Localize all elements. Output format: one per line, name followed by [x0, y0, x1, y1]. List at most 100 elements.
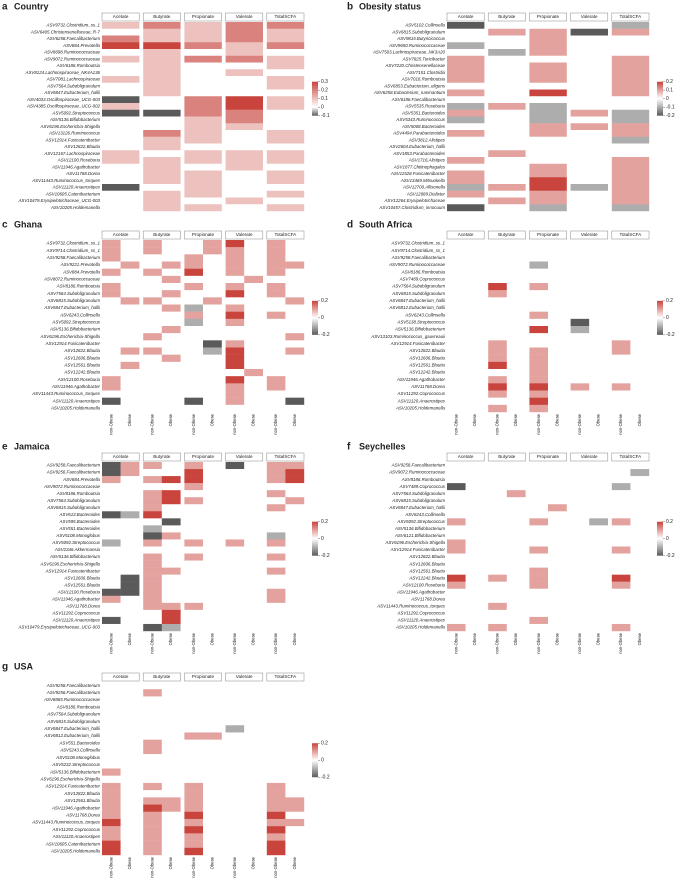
- heatmap-cell: [447, 136, 485, 144]
- heatmap-cell: [529, 311, 549, 320]
- row-label: ASV6815.Subdoligranulum: [391, 498, 445, 503]
- heatmap-cell: [611, 469, 631, 477]
- heatmap-cell: [102, 847, 121, 856]
- heatmap-cell: [488, 204, 526, 212]
- row-label: ASV11292.Coprococcus: [51, 827, 100, 832]
- heatmap-cell: [285, 254, 305, 262]
- heatmap-cell: [244, 768, 263, 776]
- heatmap-cell: [285, 782, 305, 791]
- heatmap-cell: [102, 297, 121, 305]
- row-label: ASV9072.Ruminococcaceae: [43, 484, 100, 489]
- heatmap-cell: [529, 560, 549, 568]
- heatmap-cell: [102, 177, 140, 185]
- column-header-box: [184, 12, 222, 22]
- heatmap-cell: [120, 616, 140, 625]
- heatmap-cell: [161, 818, 181, 827]
- heatmap-cell: [244, 318, 263, 327]
- heatmap-cell: [611, 595, 631, 604]
- heatmap-cell: [447, 567, 466, 575]
- row-label: ASV5008.Bacteroides: [401, 124, 446, 129]
- heatmap-cell: [102, 553, 121, 561]
- heatmap-cell: [184, 390, 204, 398]
- heatmap-cell: [143, 283, 162, 291]
- heatmap-cell: [102, 811, 121, 820]
- heatmap-cell: [488, 184, 526, 191]
- heatmap-cell: [225, 539, 245, 547]
- heatmap-cell: [161, 754, 181, 762]
- heatmap-cell: [548, 581, 567, 589]
- heatmap-cell: [589, 340, 608, 348]
- heatmap-cell: [447, 275, 466, 284]
- row-label: ASV12689.Dialister: [406, 191, 446, 196]
- row-label: ASV9650.Ruminococcaceae: [388, 43, 445, 48]
- subcolumn-label: Obese: [637, 632, 642, 645]
- column-header-box: [101, 672, 140, 682]
- heatmap-cell: [244, 532, 263, 540]
- heatmap-cell: [244, 560, 263, 568]
- heatmap-cell: [143, 504, 162, 512]
- heatmap-cell: [203, 347, 222, 355]
- heatmap-cell: [589, 560, 608, 568]
- heatmap-cell: [447, 197, 485, 205]
- heatmap-cell: [506, 376, 526, 384]
- heatmap-cell: [447, 177, 485, 185]
- heatmap-cell: [488, 602, 507, 611]
- heatmap-cell: [589, 404, 608, 413]
- heatmap-cell: [548, 390, 567, 398]
- heatmap-cell: [184, 347, 204, 355]
- heatmap-cell: [611, 333, 631, 341]
- heatmap-cell: [203, 369, 222, 377]
- heatmap-cell: [570, 404, 590, 413]
- heatmap-cell: [102, 184, 140, 191]
- heatmap-cell: [266, 696, 286, 704]
- row-label: ASV11120.Anaerostipes: [52, 834, 101, 839]
- heatmap-cell: [447, 518, 466, 526]
- heatmap-cell: [120, 840, 140, 848]
- column-header-box: [101, 452, 140, 462]
- heatmap-cell: [184, 462, 204, 470]
- heatmap-cell: [184, 710, 204, 719]
- heatmap-cell: [529, 497, 549, 505]
- heatmap-cell: [143, 261, 162, 269]
- heatmap-cell: [102, 109, 140, 117]
- heatmap-cell: [161, 761, 181, 769]
- heatmap-cell: [203, 574, 222, 582]
- heatmap-cell: [184, 28, 222, 36]
- heatmap-cell: [120, 254, 140, 262]
- row-label: ASV12242.Blautia: [408, 575, 445, 580]
- heatmap-cell: [611, 518, 631, 526]
- heatmap-cell: [225, 567, 245, 575]
- heatmap-cell: [184, 69, 222, 77]
- heatmap-cell: [184, 240, 204, 248]
- row-label: ASV12914.Fusicatenibacter: [45, 341, 101, 346]
- heatmap-cell: [120, 283, 140, 291]
- heatmap-cell: [447, 347, 466, 355]
- heatmap-cell: [266, 462, 286, 470]
- heatmap-cell: [244, 782, 263, 791]
- heatmap-cell: [244, 539, 263, 547]
- heatmap-cell: [285, 616, 305, 625]
- heatmap-cell: [285, 804, 305, 812]
- row-label: ASV9732.Clostridium_ss_1: [391, 241, 446, 246]
- row-label: ASV3812.Alistipes: [408, 137, 446, 142]
- heatmap-cell: [143, 42, 181, 50]
- heatmap-cell: [611, 28, 650, 36]
- heatmap-cell: [529, 130, 567, 137]
- heatmap-cell: [285, 696, 305, 704]
- heatmap-cell: [143, 404, 162, 413]
- heatmap-cell: [225, 297, 245, 305]
- heatmap-cell: [266, 469, 286, 477]
- heatmap-cell: [529, 76, 567, 83]
- heatmap-cell: [143, 616, 162, 625]
- heatmap-cell: [120, 595, 140, 604]
- heatmap-cell: [203, 275, 222, 284]
- heatmap-cell: [529, 567, 549, 575]
- heatmap-cell: [102, 157, 140, 164]
- panel-letter: a: [2, 2, 8, 13]
- heatmap-cell: [570, 397, 590, 406]
- subcolumn-label: non-Obese: [577, 632, 582, 653]
- heatmap-cell: [161, 710, 181, 719]
- heatmap-cell: [589, 347, 608, 355]
- heatmap-cell: [570, 361, 590, 370]
- heatmap-cell: [589, 525, 608, 533]
